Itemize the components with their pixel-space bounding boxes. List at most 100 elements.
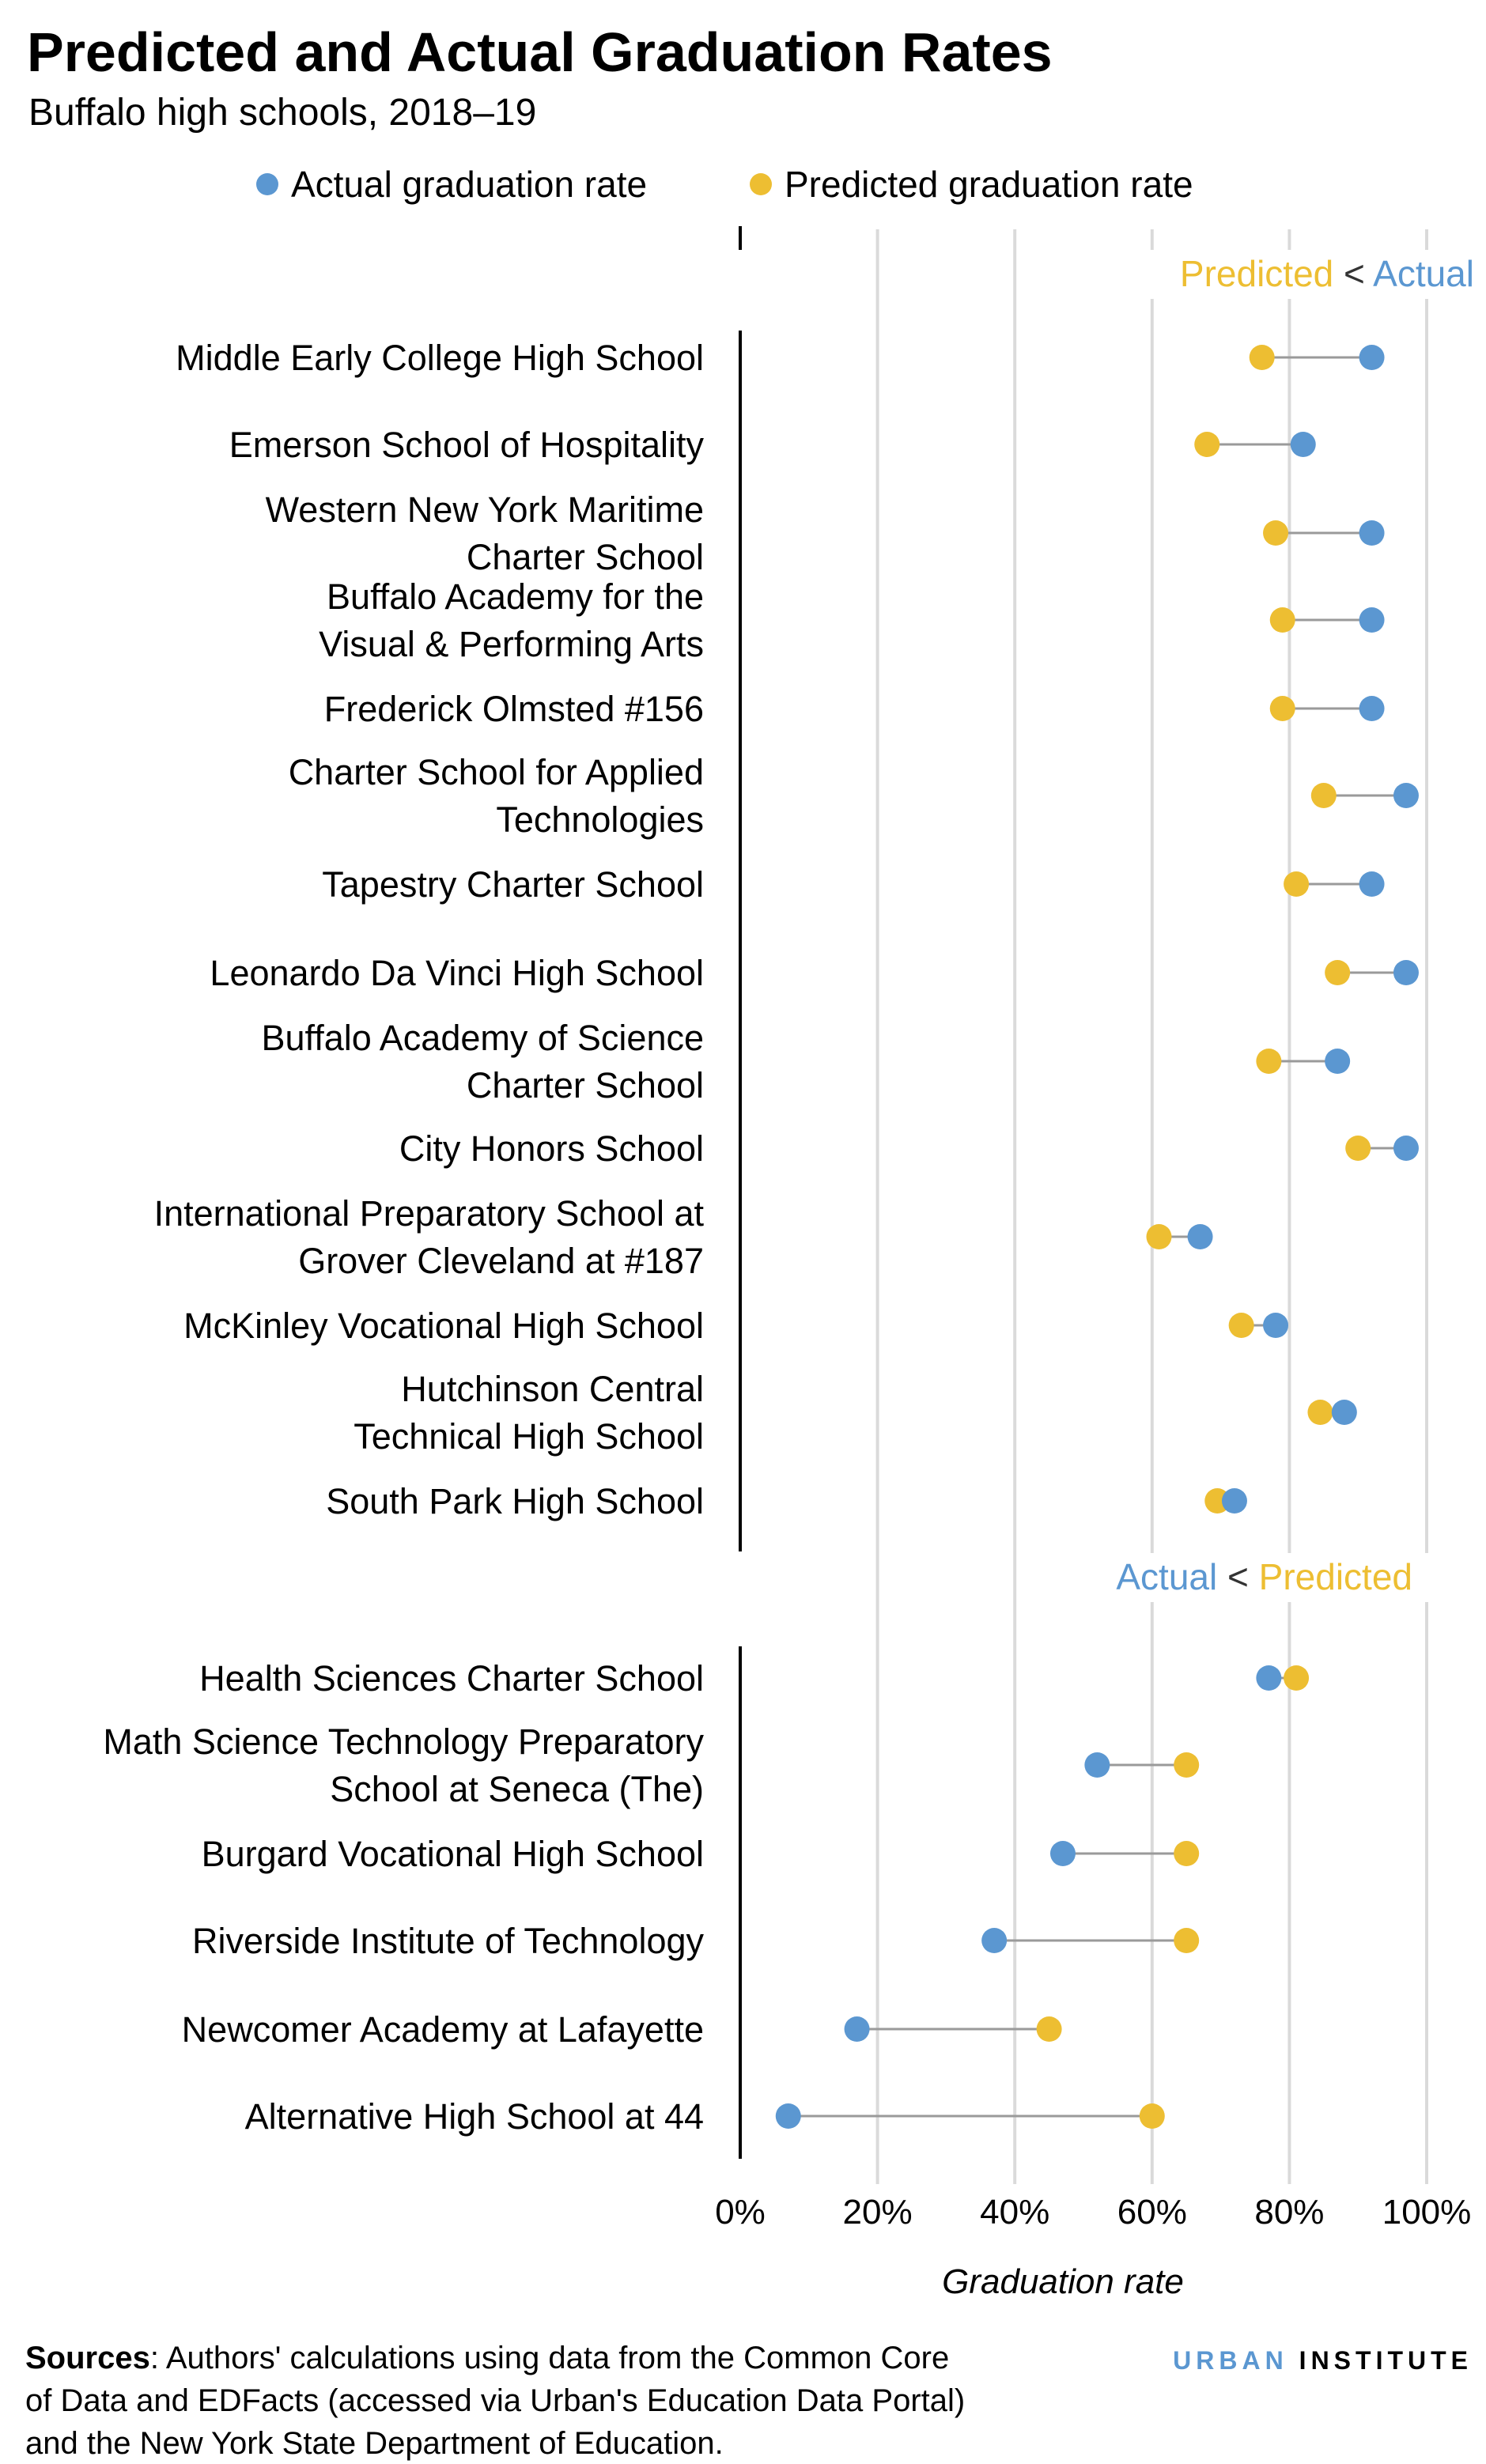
school-label: Charter School	[467, 537, 704, 577]
actual-dot	[844, 2016, 870, 2042]
x-tick-label: 40%	[980, 2193, 1049, 2232]
annotation-bg	[1142, 250, 1486, 299]
sources-text: : Authors' calculations using data from …	[150, 2341, 949, 2375]
school-label: Leonardo Da Vinci High School	[210, 953, 704, 993]
legend-actual-marker	[256, 173, 278, 195]
group-annotation: Actual < Predicted	[1116, 1556, 1412, 1597]
legend-predicted-marker	[750, 173, 772, 195]
school-label: Tapestry Charter School	[322, 864, 704, 905]
predicted-dot	[1269, 696, 1295, 721]
predicted-dot	[1174, 1752, 1200, 1778]
actual-dot	[1359, 696, 1385, 721]
actual-dot	[1187, 1224, 1213, 1249]
actual-dot	[1084, 1752, 1110, 1778]
school-label: Buffalo Academy of Science	[261, 1018, 704, 1058]
annotation-bg	[1080, 1553, 1428, 1602]
school-row: McKinley Vocational High School	[183, 1306, 1289, 1346]
predicted-dot	[1249, 345, 1275, 370]
actual-dot	[1325, 1049, 1351, 1074]
school-label: South Park High School	[326, 1481, 704, 1521]
actual-dot	[1393, 783, 1419, 808]
urban-institute-logo: URBAN INSTITUTE	[1173, 2346, 1473, 2375]
x-tick-label: 100%	[1382, 2193, 1472, 2232]
predicted-dot	[1284, 871, 1310, 897]
x-tick-label: 20%	[843, 2193, 913, 2232]
x-tick-label: 0%	[715, 2193, 766, 2232]
school-label: International Preparatory School at	[154, 1193, 705, 1234]
annotation-right: Predicted	[1259, 1556, 1412, 1597]
school-label: Emerson School of Hospitality	[229, 425, 705, 465]
school-label: Burgard Vocational High School	[202, 1834, 704, 1874]
actual-dot	[1049, 1841, 1076, 1866]
school-row: City Honors School	[399, 1128, 1419, 1169]
actual-dot	[1359, 520, 1385, 546]
school-label: Frederick Olmsted #156	[324, 689, 704, 729]
school-row: Alternative High School at 44	[245, 2096, 1165, 2137]
school-row: Tapestry Charter School	[322, 864, 1385, 905]
school-label: Technical High School	[354, 1416, 704, 1457]
school-row: Hutchinson Central Technical High School	[354, 1369, 1357, 1457]
predicted-dot	[1256, 1049, 1282, 1074]
legend-predicted-label: Predicted graduation rate	[785, 164, 1193, 205]
school-row: Math Science Technology Preparatory Schoo…	[103, 1721, 1200, 1809]
school-row: Riverside Institute of Technology	[192, 1921, 1200, 1961]
legend: Actual graduation rate Predicted graduati…	[256, 164, 1193, 205]
actual-dot	[1359, 607, 1385, 633]
school-label: Hutchinson Central	[401, 1369, 704, 1409]
actual-dot	[1331, 1400, 1357, 1425]
annotation-sep: <	[1333, 253, 1373, 294]
predicted-dot	[1036, 2016, 1062, 2042]
predicted-dot	[1325, 960, 1351, 985]
school-label: Middle Early College High School	[176, 338, 704, 378]
actual-dot	[775, 2103, 801, 2129]
chart-marks: Predicted < Actual Middle Early College H…	[103, 250, 1486, 2137]
school-row: Leonardo Da Vinci High School	[210, 953, 1419, 993]
school-label: School at Seneca (The)	[330, 1769, 704, 1809]
predicted-dot	[1194, 432, 1220, 457]
predicted-dot	[1263, 520, 1289, 546]
school-label: Charter School	[467, 1065, 704, 1105]
school-label: Alternative High School at 44	[245, 2096, 704, 2137]
predicted-dot	[1310, 783, 1337, 808]
gridlines	[875, 229, 1428, 2184]
chart-subtitle: Buffalo high schools, 2018–19	[28, 92, 536, 134]
school-row: Middle Early College High School	[176, 338, 1385, 378]
school-row: Newcomer Academy at Lafayette	[182, 2009, 1062, 2050]
predicted-dot	[1345, 1136, 1371, 1161]
school-label: Buffalo Academy for the	[327, 576, 704, 617]
predicted-dot	[1307, 1400, 1333, 1425]
predicted-dot	[1174, 1841, 1200, 1866]
school-row: International Preparatory School at Grove…	[154, 1193, 1213, 1281]
predicted-dot	[1269, 607, 1295, 633]
annotation-left: Actual	[1116, 1556, 1217, 1597]
school-row: Charter School for Applied Technologies	[289, 752, 1419, 840]
school-row: Buffalo Academy for the Visual & Performi…	[319, 576, 1385, 664]
school-row: Western New York Maritime Charter School	[266, 489, 1385, 577]
actual-dot	[1393, 960, 1419, 985]
school-label: Grover Cleveland at #187	[298, 1241, 704, 1281]
school-label: Visual & Performing Arts	[319, 624, 704, 664]
logo-institute: INSTITUTE	[1299, 2346, 1473, 2375]
legend-actual-label: Actual graduation rate	[291, 164, 647, 205]
school-label: Health Sciences Charter School	[199, 1658, 704, 1699]
x-axis-title: Graduation rate	[942, 2262, 1184, 2301]
school-row: South Park High School	[326, 1481, 1247, 1521]
school-label: Charter School for Applied	[289, 752, 704, 792]
sources-line-1: Sources: Authors' calculations using dat…	[25, 2341, 949, 2375]
predicted-dot	[1146, 1224, 1172, 1249]
actual-dot	[1221, 1488, 1247, 1514]
chart-title: Predicted and Actual Graduation Rates	[27, 21, 1053, 83]
sources-label: Sources	[25, 2341, 150, 2375]
actual-dot	[1256, 1665, 1282, 1691]
school-label: Riverside Institute of Technology	[192, 1921, 705, 1961]
school-label: McKinley Vocational High School	[183, 1306, 704, 1346]
school-row: Frederick Olmsted #156	[324, 689, 1385, 729]
annotation-right: Actual	[1373, 253, 1474, 294]
annotation-left: Predicted	[1180, 253, 1333, 294]
actual-dot	[981, 1928, 1008, 1953]
actual-dot	[1359, 871, 1385, 897]
annotation-sep: <	[1217, 1556, 1258, 1597]
school-row: Emerson School of Hospitality	[229, 425, 1316, 465]
sources-line-2: of Data and EDFacts (accessed via Urban'…	[25, 2383, 965, 2418]
